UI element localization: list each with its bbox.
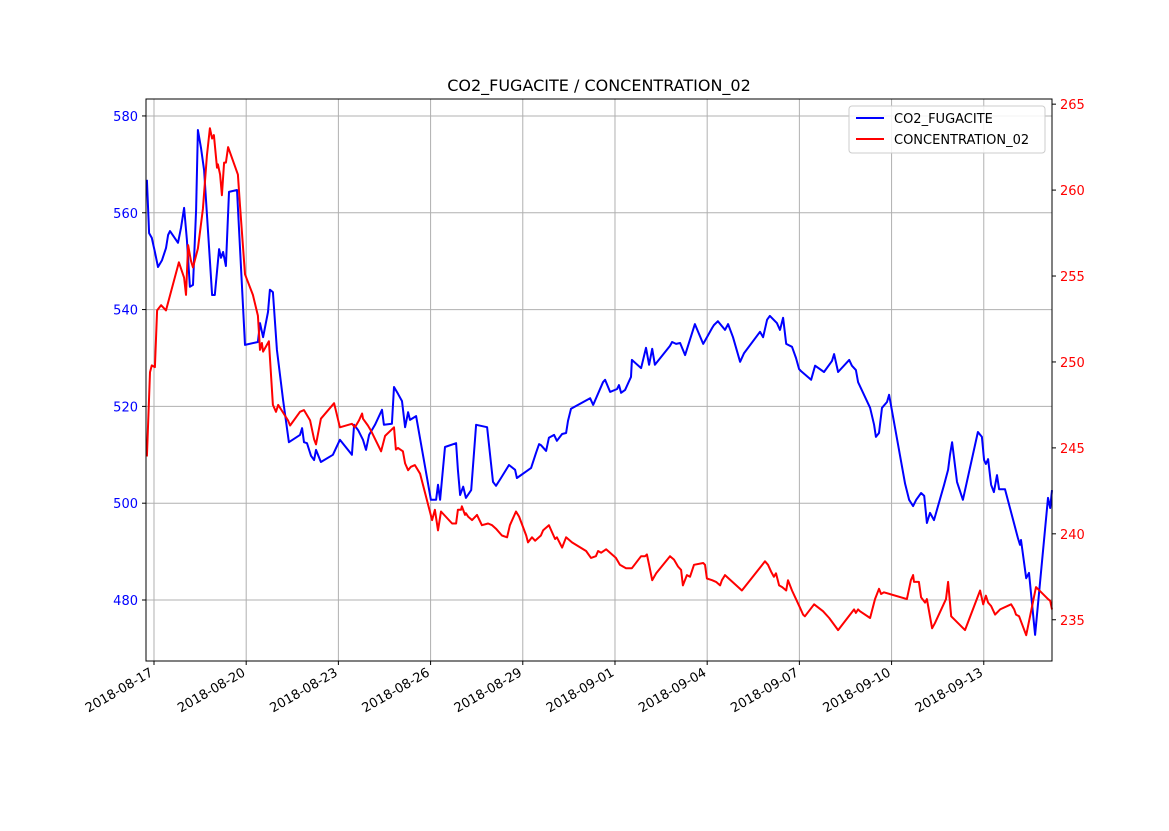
y-right-tick-label: 265 [1060,98,1085,113]
y-left-tick-label: 580 [113,110,138,125]
y-right-tick-label: 255 [1060,270,1085,285]
legend-label-co2: CO2_FUGACITE [894,112,993,127]
legend-label-concentration: CONCENTRATION_02 [894,133,1029,148]
legend: CO2_FUGACITE CONCENTRATION_02 [848,105,1046,154]
y-left-tick-label: 540 [113,304,138,319]
y-axis-left: 480 500 520 540 560 580 [113,110,146,609]
y-left-tick-label: 500 [113,497,138,512]
y-right-tick-label: 235 [1060,614,1085,629]
series-layer [145,127,1053,637]
chart-title: CO2_FUGACITE / CONCENTRATION_02 [447,76,751,96]
y-right-tick-label: 240 [1060,528,1085,543]
y-left-tick-label: 520 [113,400,138,415]
y-axis-right: 235 240 245 250 255 260 265 [1051,98,1085,661]
y-left-tick-label: 560 [113,207,138,222]
grid [146,99,1052,661]
y-left-tick-label: 480 [113,594,138,609]
series-line-concentration-02 [145,127,1053,637]
legend-box [848,105,1046,154]
y-right-tick-label: 250 [1060,356,1085,371]
y-right-tick-label: 245 [1060,442,1085,457]
series-line-co2-fugacite [145,129,1053,636]
y-right-tick-label: 260 [1060,184,1085,199]
